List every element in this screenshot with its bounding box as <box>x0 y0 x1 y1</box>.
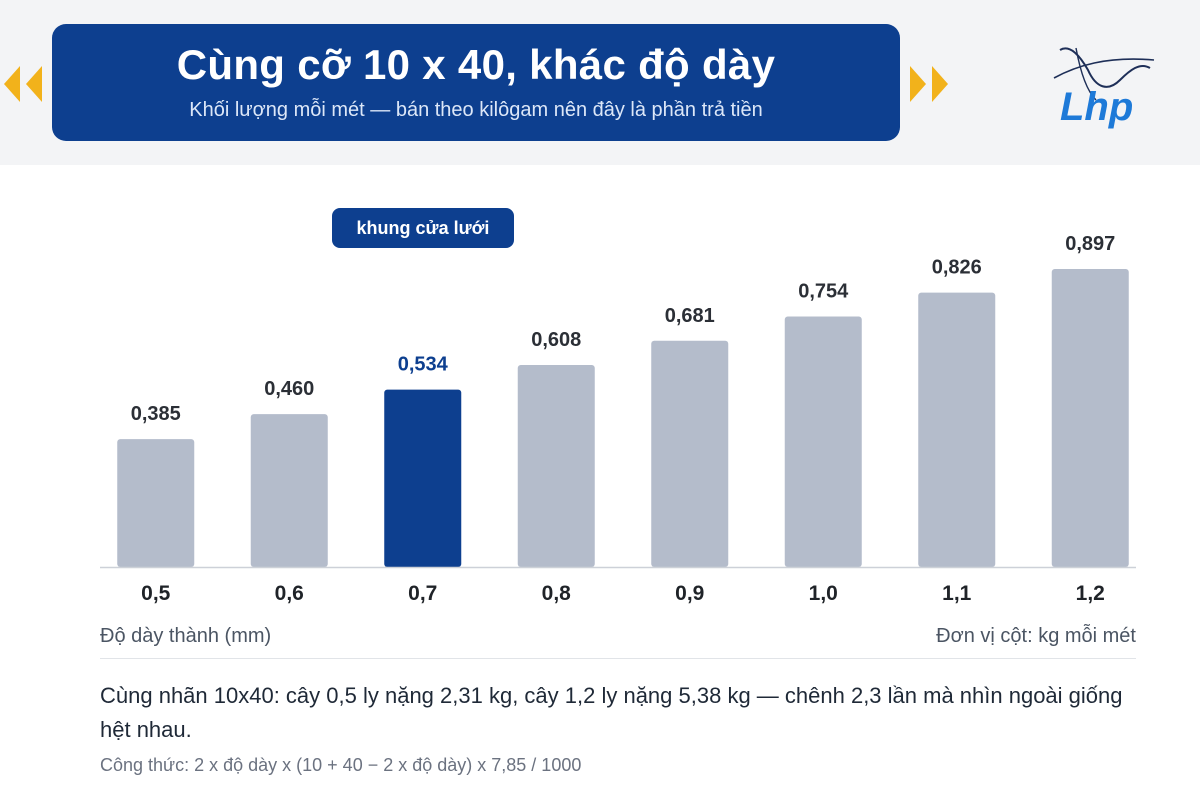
bar <box>250 414 328 567</box>
x-axis-label: Độ dày thành (mm) <box>100 625 272 647</box>
highlight-callout: khung cửa lưới <box>332 208 514 248</box>
bar-value-label: 0,534 <box>398 354 449 376</box>
x-tick-label: 0,7 <box>408 582 437 605</box>
svg-text:Lhp: Lhp <box>1060 85 1133 129</box>
bar-value-label: 0,460 <box>264 378 314 400</box>
bar <box>117 439 195 567</box>
bar-value-label: 0,754 <box>798 281 849 303</box>
x-tick-label: 0,6 <box>275 582 304 605</box>
x-tick-label: 0,5 <box>141 582 171 605</box>
x-tick-label: 1,2 <box>1076 582 1105 605</box>
lhp-logo: Lhp <box>1053 47 1155 129</box>
unit-note: Đơn vị cột: kg mỗi mét <box>936 625 1136 647</box>
x-tick-label: 0,9 <box>675 582 704 605</box>
bar <box>1051 269 1129 567</box>
bar-value-label: 0,608 <box>531 329 581 351</box>
page-title: Cùng cỡ 10 x 40, khác độ dày <box>176 41 776 88</box>
title-box: Cùng cỡ 10 x 40, khác độ dày Khối lượng … <box>52 24 900 141</box>
bar <box>651 340 729 567</box>
x-tick-label: 1,0 <box>809 582 838 605</box>
x-tick-label: 0,8 <box>542 582 572 605</box>
bar-value-label: 0,385 <box>131 403 181 425</box>
x-tick-label: 1,1 <box>942 582 972 605</box>
bar-value-label: 0,897 <box>1065 233 1115 255</box>
chevron-double-left-icon[interactable] <box>2 64 46 104</box>
footer-note: Cùng nhãn 10x40: cây 0,5 ly nặng 2,31 kg… <box>100 683 1123 742</box>
formula-note: Công thức: 2 x độ dày x (10 + 40 − 2 x đ… <box>100 755 582 775</box>
divider <box>100 658 1136 659</box>
bar <box>918 292 996 567</box>
bar <box>517 365 595 567</box>
bar-value-label: 0,826 <box>932 257 982 279</box>
chevron-double-right-icon[interactable] <box>906 64 950 104</box>
page-subtitle: Khối lượng mỗi mét — bán theo kilôgam nê… <box>189 99 763 121</box>
bar <box>784 316 862 567</box>
bar <box>384 389 462 567</box>
bar-value-label: 0,681 <box>665 305 715 327</box>
